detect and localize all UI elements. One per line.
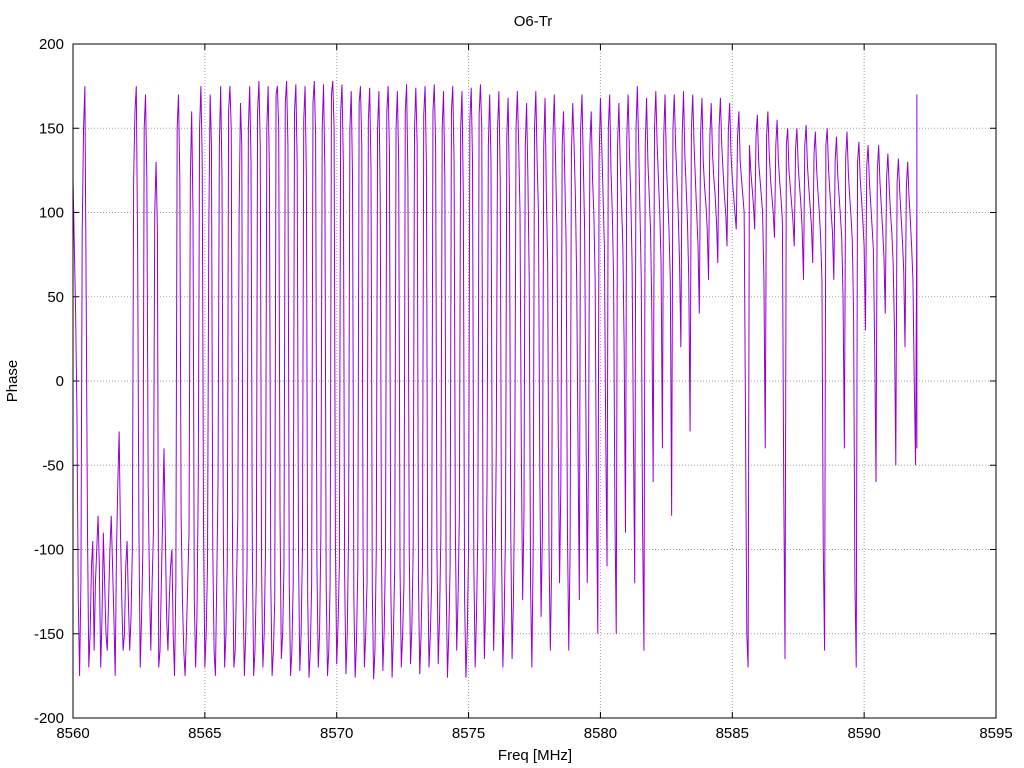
x-tick-label: 8570	[320, 725, 353, 742]
y-tick-label: 200	[39, 36, 64, 53]
x-tick-label: 8575	[452, 725, 485, 742]
x-tick-label: 8590	[847, 725, 880, 742]
y-tick-label: -100	[34, 542, 64, 559]
series-group	[72, 81, 918, 680]
x-tick-label: 8565	[188, 725, 221, 742]
plot-frame	[72, 43, 997, 719]
y-tick-label: -50	[42, 457, 64, 474]
y-tick-label: 100	[39, 205, 64, 222]
y-tick-label: 50	[47, 289, 64, 306]
x-tick-label: 8585	[716, 725, 749, 742]
x-tick-label: 8580	[584, 725, 617, 742]
y-tick-label: -150	[34, 626, 64, 643]
phase-series-line	[72, 81, 918, 680]
y-tick-label: 150	[39, 120, 64, 137]
x-axis-label: Freq [MHz]	[498, 747, 572, 764]
x-tick-label: 8595	[979, 725, 1012, 742]
y-axis-label: Phase	[4, 360, 21, 403]
grid-lines	[73, 44, 996, 718]
tick-labels: 8560 8565 8570 8575 8580 8585 8590 8595 -200 -150…	[34, 36, 1013, 742]
x-tick-label: 8560	[56, 725, 89, 742]
y-tick-label: -200	[34, 710, 64, 727]
y-tick-label: 0	[56, 373, 64, 390]
chart-title: O6-Tr	[514, 13, 553, 30]
